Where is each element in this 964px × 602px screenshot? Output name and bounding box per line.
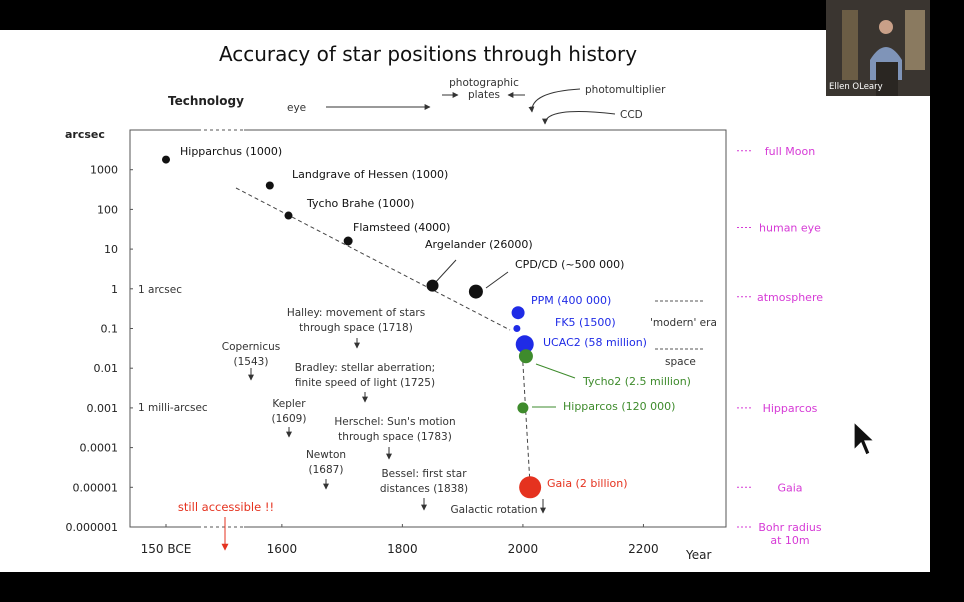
y-tick-label: 0.0001 <box>80 442 119 455</box>
trend-line <box>235 187 511 331</box>
point-label: Landgrave of Hessen (1000) <box>292 168 448 181</box>
point-label: UCAC2 (58 million) <box>543 336 647 349</box>
annotation: Bessel: first star <box>381 468 467 480</box>
data-point <box>343 236 353 246</box>
webcam-person-head <box>879 20 893 34</box>
data-point <box>162 155 170 164</box>
x-tick-label: 150 BCE <box>141 542 192 556</box>
point-label: Flamsteed (4000) <box>353 221 450 234</box>
webcam-door <box>842 10 858 80</box>
annotation: through space (1783) <box>338 431 452 443</box>
webcam-name: Ellen OLeary <box>829 82 883 92</box>
x-tick-label: 1800 <box>387 542 418 556</box>
leader-line <box>433 259 457 285</box>
data-point <box>517 402 529 414</box>
y-tick-label: 10 <box>104 243 118 256</box>
arrow <box>542 111 616 125</box>
point-label: Argelander (26000) <box>425 238 533 251</box>
era-note: space <box>665 356 696 368</box>
annotation: Halley: movement of stars <box>287 307 425 319</box>
point-label: FK5 (1500) <box>555 316 616 329</box>
reference-label: atmosphere <box>757 291 823 304</box>
y-tick-label: 1 <box>111 283 118 296</box>
annotation: through space (1718) <box>299 322 413 334</box>
data-point <box>513 325 521 332</box>
annotation: (1543) <box>234 356 269 368</box>
leader-line <box>485 271 509 289</box>
reference-label: human eye <box>759 222 821 235</box>
mouse-cursor <box>853 420 876 456</box>
annotation: Herschel: Sun's motion <box>334 416 455 428</box>
reference-label: Gaia <box>777 481 802 494</box>
trend-line <box>521 347 531 485</box>
annotation: finite speed of light (1725) <box>295 377 435 389</box>
chart-title: Accuracy of star positions through histo… <box>219 42 637 66</box>
x-tick-label: 2000 <box>508 542 539 556</box>
reference-label: Hipparcos <box>763 402 818 415</box>
y-tick-label: 100 <box>97 203 118 216</box>
technology-item: CCD <box>620 109 643 121</box>
annotation: Copernicus <box>222 341 280 353</box>
y-axis-label: arcsec <box>65 128 105 141</box>
y-tick-label: 0.000001 <box>66 521 119 534</box>
era-note: 'modern' era <box>650 317 717 329</box>
reference-label-line: at 10m <box>770 534 809 547</box>
left-note: 1 arcsec <box>138 284 182 296</box>
data-point <box>284 211 293 220</box>
point-label: CPD/CD (~500 000) <box>515 258 624 271</box>
point-label: Hipparchus (1000) <box>180 145 282 158</box>
arrow <box>528 88 581 113</box>
y-tick-label: 0.01 <box>94 362 119 375</box>
x-axis-label: Year <box>685 548 711 562</box>
y-tick-label: 0.1 <box>101 323 119 336</box>
annotation: Bradley: stellar aberration; <box>295 362 435 374</box>
data-point <box>515 335 534 354</box>
webcam-wall <box>905 10 925 70</box>
technology-item: eye <box>287 102 306 114</box>
data-point <box>426 279 439 292</box>
data-point <box>265 181 274 190</box>
y-tick-label: 0.001 <box>87 402 119 415</box>
point-label: Hipparcos (120 000) <box>563 400 675 413</box>
point-label: Tycho Brahe (1000) <box>306 197 414 210</box>
webcam-podium <box>876 62 898 96</box>
data-point <box>511 306 525 320</box>
data-point <box>519 476 542 499</box>
annotation: Galactic rotation <box>450 504 537 516</box>
leader-line <box>535 363 576 379</box>
technology-heading: Technology <box>168 94 244 108</box>
annotation: Newton <box>306 449 346 461</box>
annotation: Kepler <box>272 398 306 410</box>
reference-label-line: Bohr radius <box>758 521 822 534</box>
point-label: Tycho2 (2.5 million) <box>582 375 691 388</box>
annotation: (1609) <box>272 413 307 425</box>
technology-item: photomultiplier <box>585 84 666 96</box>
point-label: PPM (400 000) <box>531 294 611 307</box>
annotation: (1687) <box>309 464 344 476</box>
x-tick-label: 2200 <box>628 542 659 556</box>
annotation: distances (1838) <box>380 483 468 495</box>
left-note: 1 milli-arcsec <box>138 402 208 414</box>
reference-label: Bohr radius at 10m <box>758 521 822 547</box>
reference-label: full Moon <box>765 145 815 158</box>
point-label: Gaia (2 billion) <box>547 477 628 490</box>
data-point <box>518 349 533 364</box>
still-accessible: still accessible !! <box>178 500 274 514</box>
x-tick-label: 1600 <box>267 542 298 556</box>
technology-item: photographic plates <box>449 77 519 101</box>
y-tick-label: 0.00001 <box>73 481 119 494</box>
slide <box>0 30 930 572</box>
data-point <box>468 284 483 299</box>
y-tick-label: 1000 <box>90 164 118 177</box>
